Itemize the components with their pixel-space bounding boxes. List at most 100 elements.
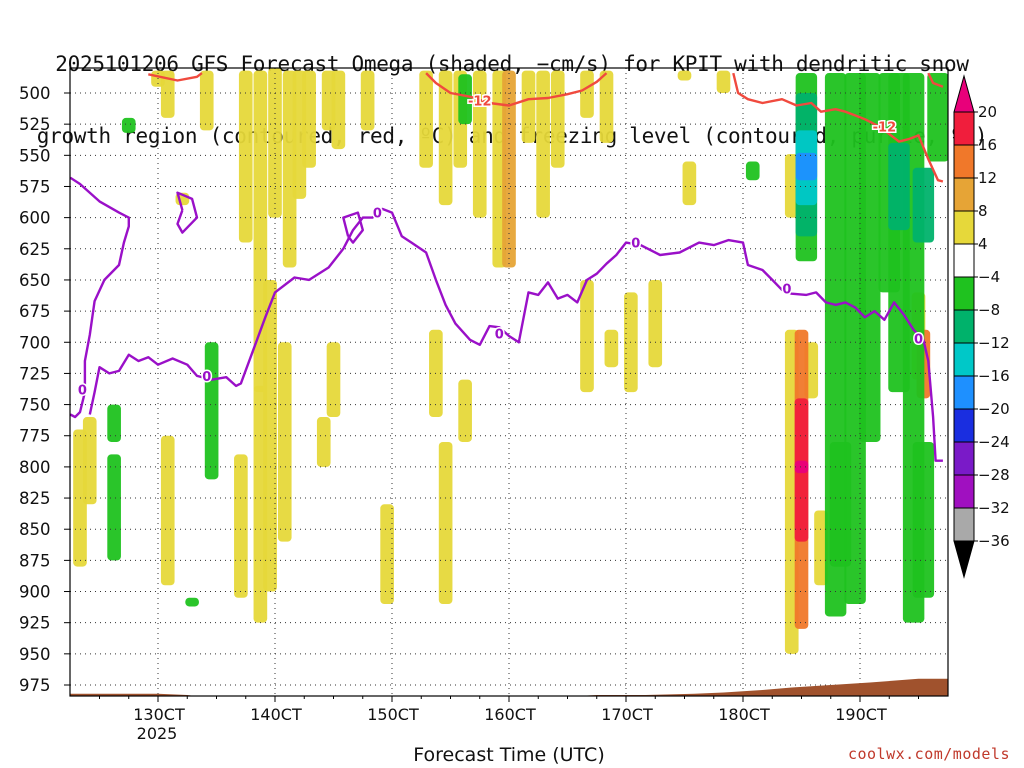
- freezing-level-label: 0: [78, 384, 87, 399]
- omega-patch: [536, 70, 550, 218]
- colorbar-label: −36: [978, 532, 1010, 550]
- omega-patch: [795, 152, 818, 181]
- omega-patch: [458, 74, 472, 125]
- dgz-contour: [927, 72, 944, 88]
- dgz-contour-label: -12: [468, 94, 492, 109]
- freezing-level-label: 0: [914, 333, 923, 348]
- y-tick-label: 575: [19, 177, 51, 196]
- omega-patch: [160, 435, 175, 586]
- freezing-level-label: 0: [782, 283, 791, 298]
- colorbar-label: 12: [978, 169, 997, 187]
- x-tick-label: 180CT: [718, 705, 770, 724]
- y-tick-label: 775: [19, 427, 51, 446]
- x-tick-sublabel: 2025: [137, 724, 178, 743]
- omega-patch: [888, 142, 910, 231]
- omega-patch: [185, 597, 199, 607]
- omega-patch: [814, 510, 828, 586]
- colorbar-label: −28: [978, 466, 1010, 484]
- freezing-level-contour: [176, 191, 199, 234]
- omega-patch: [326, 342, 341, 418]
- omega-patch: [521, 70, 536, 143]
- x-tick-label: 150CT: [367, 705, 419, 724]
- colorbar-top-arrow: [953, 74, 975, 113]
- plot-area: 0 0 0 0 0 0 0 -12 -12: [70, 68, 948, 696]
- omega-patch: [458, 379, 472, 442]
- colorbar-label: −20: [978, 400, 1010, 418]
- omega-patch: [199, 70, 214, 131]
- omega-patch: [268, 68, 282, 218]
- omega-patch: [107, 404, 121, 442]
- omega-patch: [360, 70, 375, 131]
- colorbar-label: −8: [978, 301, 1000, 319]
- omega-patch: [599, 70, 614, 143]
- omega-patch: [677, 70, 692, 81]
- colorbar-label: −16: [978, 367, 1010, 385]
- omega-patch: [927, 73, 948, 162]
- y-tick-label: 925: [19, 614, 51, 633]
- omega-patch: [238, 70, 253, 243]
- dgz-contour: [425, 72, 608, 107]
- colorbar-label: −24: [978, 433, 1010, 451]
- y-tick-label: 625: [19, 240, 51, 259]
- omega-patch: [604, 329, 619, 368]
- y-tick-label: 875: [19, 551, 51, 570]
- y-tick-label: 950: [19, 645, 51, 664]
- colorbar-segment: [953, 474, 975, 509]
- colorbar-segment: [953, 507, 975, 542]
- y-tick-label: 650: [19, 271, 51, 290]
- x-tick-label: 190CT: [835, 705, 887, 724]
- y-tick-label: 975: [19, 676, 51, 695]
- colorbar-label: 20: [978, 103, 997, 121]
- omega-patch: [331, 70, 346, 150]
- omega-patch: [502, 70, 516, 268]
- omega-patch: [745, 161, 760, 181]
- omega-patch: [82, 417, 97, 505]
- dgz-contour: [148, 72, 203, 82]
- y-tick-label: 550: [19, 146, 51, 165]
- colorbar-label: −12: [978, 334, 1010, 352]
- omega-patch: [580, 279, 594, 393]
- omega-patch: [550, 70, 565, 168]
- omega-patch: [316, 417, 331, 467]
- omega-patch: [859, 73, 881, 442]
- colorbar-segment: [953, 408, 975, 443]
- colorbar-label: 16: [978, 136, 997, 154]
- colorbar-segment: [953, 375, 975, 410]
- colorbar-label: 4: [978, 235, 988, 253]
- omega-patch: [716, 70, 731, 93]
- x-tick-label: 140CT: [250, 705, 302, 724]
- omega-patch: [302, 70, 316, 168]
- dgz-contour-label: -12: [873, 121, 897, 136]
- x-axis-label: Forecast Time (UTC): [413, 744, 605, 766]
- colorbar-segment: [953, 111, 975, 146]
- colorbar-segment: [953, 177, 975, 212]
- y-tick-label: 825: [19, 489, 51, 508]
- omega-patch: [419, 70, 433, 168]
- y-tick-label: 600: [19, 209, 51, 228]
- omega-patch: [277, 342, 292, 542]
- dgz-contour: [732, 72, 944, 183]
- y-tick-label: 525: [19, 115, 51, 134]
- x-tick-label: 130CT: [133, 705, 185, 724]
- omega-patch: [580, 70, 594, 118]
- y-tick-label: 900: [19, 583, 51, 602]
- freezing-level-contour: [70, 176, 130, 419]
- omega-patch: [160, 70, 175, 118]
- terrain-surface: [70, 678, 948, 696]
- omega-patch: [204, 342, 219, 480]
- omega-patch: [784, 154, 799, 218]
- omega-patch: [794, 460, 809, 474]
- x-tick-label: 160CT: [484, 705, 536, 724]
- colorbar-segment: [953, 342, 975, 377]
- y-tick-label: 500: [19, 84, 51, 103]
- y-tick-label: 800: [19, 458, 51, 477]
- omega-patch: [107, 454, 121, 561]
- omega-patch: [121, 117, 136, 133]
- omega-patch: [438, 441, 453, 604]
- omega-patch: [234, 454, 248, 598]
- colorbar-segment: [953, 276, 975, 311]
- colorbar-label: −4: [978, 268, 1000, 286]
- colorbar-segment: [953, 309, 975, 344]
- freezing-level-label: 0: [202, 370, 211, 385]
